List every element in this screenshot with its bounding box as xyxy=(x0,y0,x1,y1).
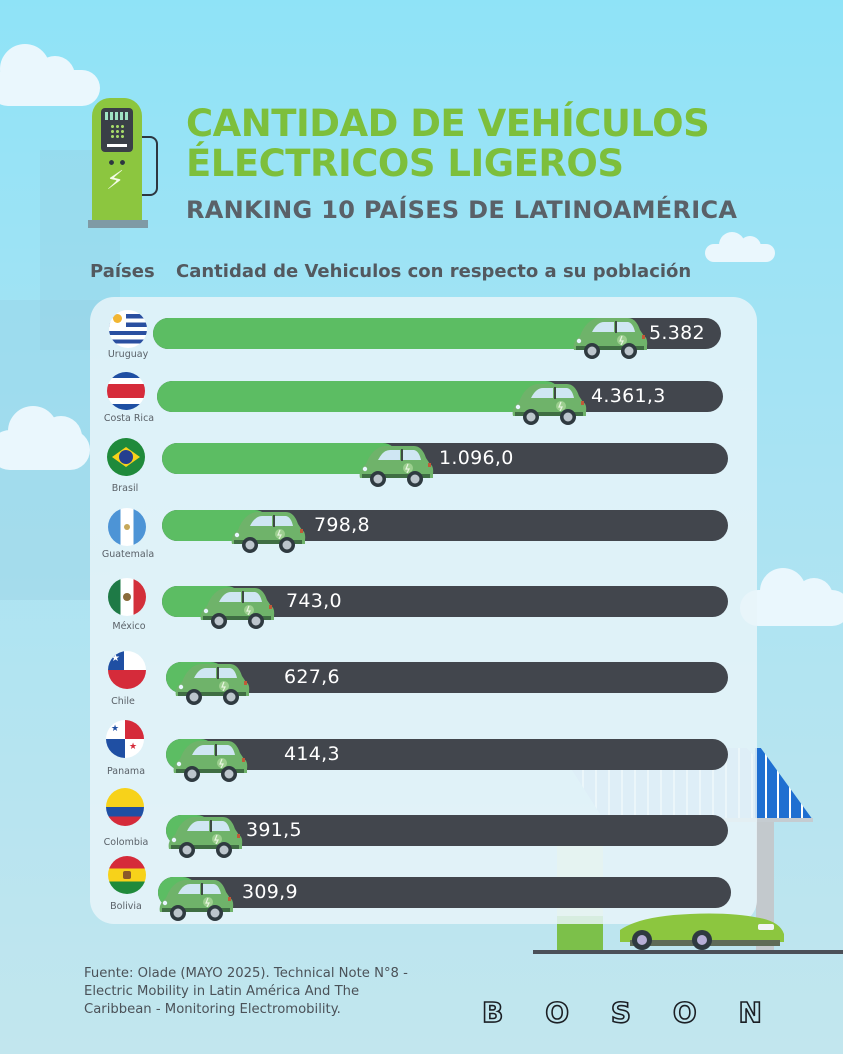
flag-bolivia-icon xyxy=(108,856,146,894)
cloud-decoration xyxy=(705,232,775,262)
brand-letter: O xyxy=(672,995,697,1030)
electric-car-icon xyxy=(170,737,248,783)
bar-value: 309,9 xyxy=(242,881,298,903)
electric-car-icon xyxy=(197,584,275,630)
lightning-bolt-icon: ⚡ xyxy=(106,166,125,196)
brand-letter: N xyxy=(738,995,763,1030)
bar-track: 4.361,3 xyxy=(157,381,723,412)
brand-letter: S xyxy=(610,995,632,1030)
bar-fill xyxy=(162,443,398,474)
bar-track: 1.096,0 xyxy=(162,443,728,474)
bar-fill xyxy=(153,318,631,349)
solar-panel-illustration xyxy=(755,748,813,820)
country-label: Guatemala xyxy=(101,549,155,560)
charging-station-icon: ⚡ xyxy=(88,98,158,228)
flag-mexico-icon xyxy=(108,578,146,616)
bar-value: 1.096,0 xyxy=(439,447,514,469)
bar-value: 627,6 xyxy=(284,666,340,688)
ground-line xyxy=(533,950,843,954)
electric-car-icon xyxy=(570,314,648,360)
cloud-decoration xyxy=(740,568,843,626)
country-label: Colombia xyxy=(103,837,149,848)
bar-value: 798,8 xyxy=(314,514,370,536)
country-label: Costa Rica xyxy=(103,413,155,424)
electric-car-icon xyxy=(228,508,306,554)
flag-uruguay-icon xyxy=(109,310,147,348)
brand-logo: B O S O N xyxy=(481,992,763,1032)
canopy-pole xyxy=(756,822,774,950)
electric-car-icon xyxy=(172,660,250,706)
cloud-decoration xyxy=(0,406,90,470)
electric-car-icon xyxy=(156,876,234,922)
flag-guatemala-icon xyxy=(108,508,146,546)
country-label: Chile xyxy=(111,696,135,707)
country-label: Brasil xyxy=(111,483,139,494)
bar-fill xyxy=(157,381,561,412)
bar-track: 627,6 xyxy=(166,662,728,693)
country-label: Bolivia xyxy=(110,901,142,912)
country-label: México xyxy=(112,621,146,632)
column-header-metric: Cantidad de Vehiculos con respecto a su … xyxy=(176,261,692,282)
bar-value: 5.382 xyxy=(649,322,705,344)
bar-value: 4.361,3 xyxy=(591,385,666,407)
flag-panama-icon: ★ ★ xyxy=(106,720,144,758)
bar-track: 414,3 xyxy=(166,739,728,770)
electric-car-icon xyxy=(509,380,587,426)
source-citation: Fuente: Olade (MAYO 2025). Technical Not… xyxy=(84,966,408,1017)
electric-car-icon xyxy=(165,813,243,859)
brand-letter: O xyxy=(544,995,569,1030)
country-label: Uruguay xyxy=(107,349,149,360)
bar-value: 743,0 xyxy=(286,590,342,612)
bar-track: 391,5 xyxy=(166,815,728,846)
brand-letter: B xyxy=(481,995,504,1030)
column-header-countries: Países xyxy=(90,261,155,282)
flag-colombia-icon xyxy=(106,788,144,826)
flag-costa-rica-icon xyxy=(107,372,145,410)
bar-value: 414,3 xyxy=(284,743,340,765)
title-line-2: ÉLECTRICOS LIGEROS xyxy=(186,142,624,185)
title-line-1: CANTIDAD DE VEHÍCULOS xyxy=(186,102,710,145)
bar-value: 391,5 xyxy=(246,819,302,841)
cloud-decoration xyxy=(0,44,100,106)
page-subtitle: RANKING 10 PAÍSES DE LATINOAMÉRICA xyxy=(186,196,738,224)
green-sports-car-illustration xyxy=(620,913,784,950)
country-label: Panama xyxy=(106,766,146,777)
page-title: CANTIDAD DE VEHÍCULOS ÉLECTRICOS LIGEROS xyxy=(186,104,786,184)
flag-brasil-icon xyxy=(107,438,145,476)
flag-chile-icon: ★ xyxy=(108,651,146,689)
electric-car-icon xyxy=(356,442,434,488)
